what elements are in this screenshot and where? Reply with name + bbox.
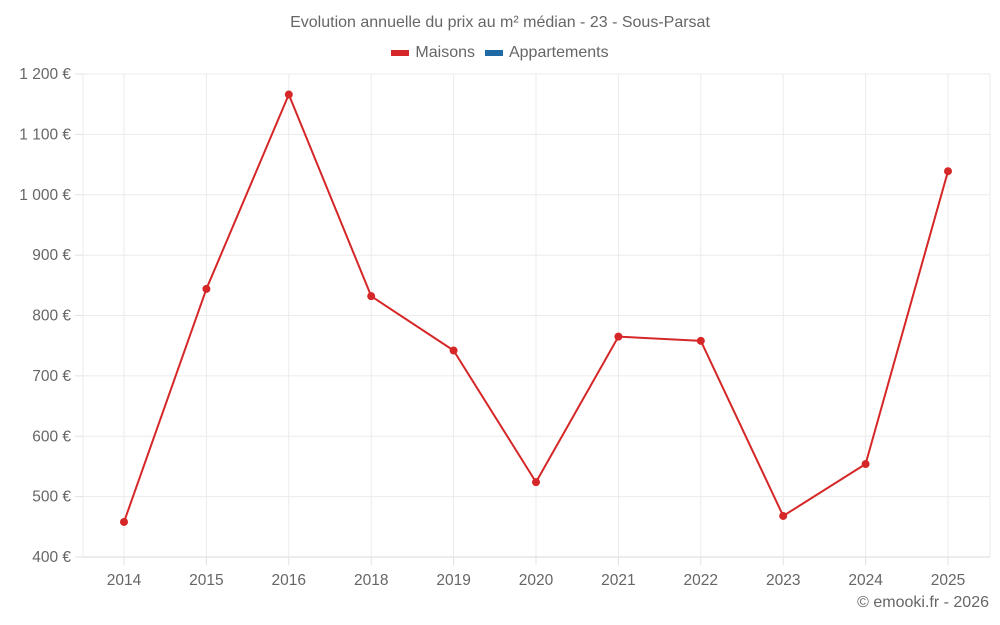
y-tick-label: 1 000 € bbox=[19, 187, 71, 204]
y-tick-label: 600 € bbox=[32, 428, 71, 445]
x-tick-label: 2022 bbox=[684, 572, 718, 589]
x-tick-label: 2020 bbox=[519, 572, 554, 589]
data-point[interactable] bbox=[367, 292, 376, 301]
legend-label-appartements: Appartements bbox=[508, 44, 609, 61]
data-point[interactable] bbox=[202, 284, 211, 293]
legend-label-maisons: Maisons bbox=[415, 44, 475, 61]
x-tick-label: 2021 bbox=[601, 572, 635, 589]
data-point[interactable] bbox=[449, 346, 458, 355]
y-axis-ticks: 400 € 500 € 600 € 700 € 800 € 900 € 1 000 € 1 1… bbox=[19, 66, 83, 566]
data-point[interactable] bbox=[120, 517, 128, 526]
chart-title: Evolution annuelle du prix au m² médian … bbox=[290, 14, 710, 31]
y-tick-label: 1 100 € bbox=[19, 126, 71, 143]
data-point[interactable] bbox=[614, 332, 623, 341]
legend-swatch-maisons bbox=[391, 50, 410, 56]
y-tick-label: 700 € bbox=[32, 368, 71, 385]
x-tick-label: 2018 bbox=[354, 572, 388, 589]
data-point[interactable] bbox=[284, 90, 293, 99]
data-point[interactable] bbox=[779, 511, 788, 520]
x-tick-label: 2019 bbox=[436, 572, 470, 589]
x-axis-ticks: 2014 2015 2016 2018 2019 2020 2021 2022 2023 2024… bbox=[107, 557, 965, 589]
x-tick-label: 2024 bbox=[848, 572, 883, 589]
series-maisons bbox=[120, 90, 952, 526]
x-tick-label: 2015 bbox=[189, 572, 223, 589]
x-tick-label: 2023 bbox=[766, 572, 800, 589]
legend: Maisons Appartements bbox=[0, 44, 1000, 62]
y-tick-label: 500 € bbox=[32, 489, 71, 506]
y-tick-label: 900 € bbox=[32, 247, 71, 264]
legend-item-maisons[interactable]: Maisons bbox=[391, 44, 475, 62]
grid-lines bbox=[83, 73, 990, 557]
data-point[interactable] bbox=[944, 167, 952, 176]
y-tick-label: 400 € bbox=[32, 549, 71, 566]
x-tick-label: 2016 bbox=[272, 572, 306, 589]
data-point[interactable] bbox=[696, 336, 705, 345]
legend-swatch-appartements bbox=[484, 50, 503, 56]
data-point[interactable] bbox=[861, 460, 870, 469]
data-point[interactable] bbox=[532, 478, 540, 487]
y-tick-label: 800 € bbox=[32, 308, 71, 325]
x-tick-label: 2014 bbox=[107, 572, 142, 589]
copyright-credit: © emooki.fr - 2026 bbox=[857, 594, 989, 611]
x-tick-label: 2025 bbox=[931, 572, 965, 589]
legend-item-appartements[interactable]: Appartements bbox=[484, 44, 609, 62]
y-tick-label: 1 200 € bbox=[19, 66, 71, 83]
